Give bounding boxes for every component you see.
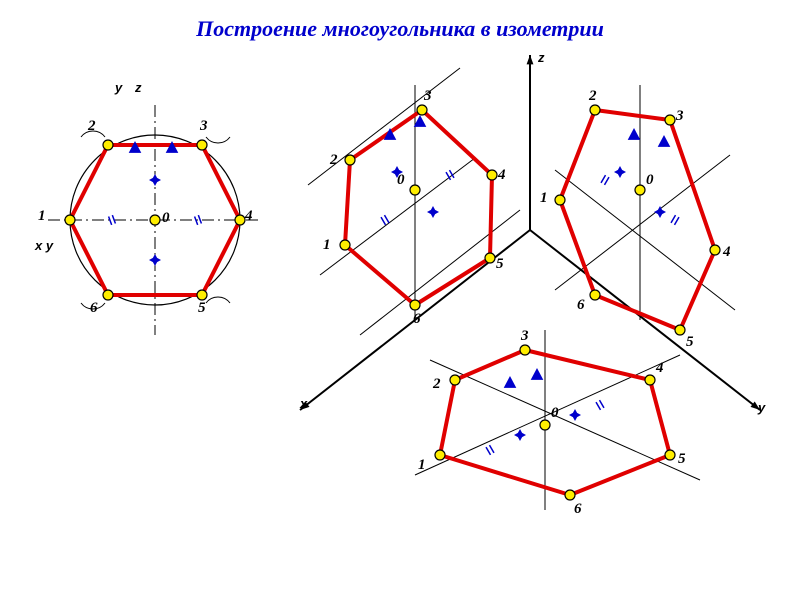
label-0: 0 [646, 172, 654, 189]
label-0: 0 [551, 405, 559, 422]
label-6: 6 [90, 300, 98, 317]
label-z: z [135, 80, 142, 95]
label-4: 4 [723, 244, 731, 261]
label-x: x [300, 396, 307, 411]
label-4: 4 [245, 208, 253, 225]
label-0: 0 [162, 210, 170, 227]
label-z: z [538, 50, 545, 65]
label-2: 2 [330, 152, 338, 169]
label-6: 6 [574, 501, 582, 518]
label-1: 1 [323, 237, 331, 254]
label-1: 1 [418, 457, 426, 474]
label-3: 3 [200, 118, 208, 135]
label-5: 5 [678, 451, 686, 468]
label-y: y [115, 80, 122, 95]
label-3: 3 [521, 328, 529, 345]
label-5: 5 [496, 256, 504, 273]
label-6: 6 [413, 311, 421, 328]
label-1: 1 [38, 208, 46, 225]
label-4: 4 [656, 360, 664, 377]
label-x y: x y [35, 238, 53, 253]
label-2: 2 [433, 376, 441, 393]
label-2: 2 [589, 88, 597, 105]
label-3: 3 [676, 108, 684, 125]
label-4: 4 [498, 167, 506, 184]
label-0: 0 [397, 172, 405, 189]
label-3: 3 [424, 88, 432, 105]
label-y: y [758, 400, 765, 415]
label-5: 5 [686, 334, 694, 351]
label-5: 5 [198, 300, 206, 317]
label-1: 1 [540, 190, 548, 207]
label-6: 6 [577, 297, 585, 314]
label-2: 2 [88, 118, 96, 135]
